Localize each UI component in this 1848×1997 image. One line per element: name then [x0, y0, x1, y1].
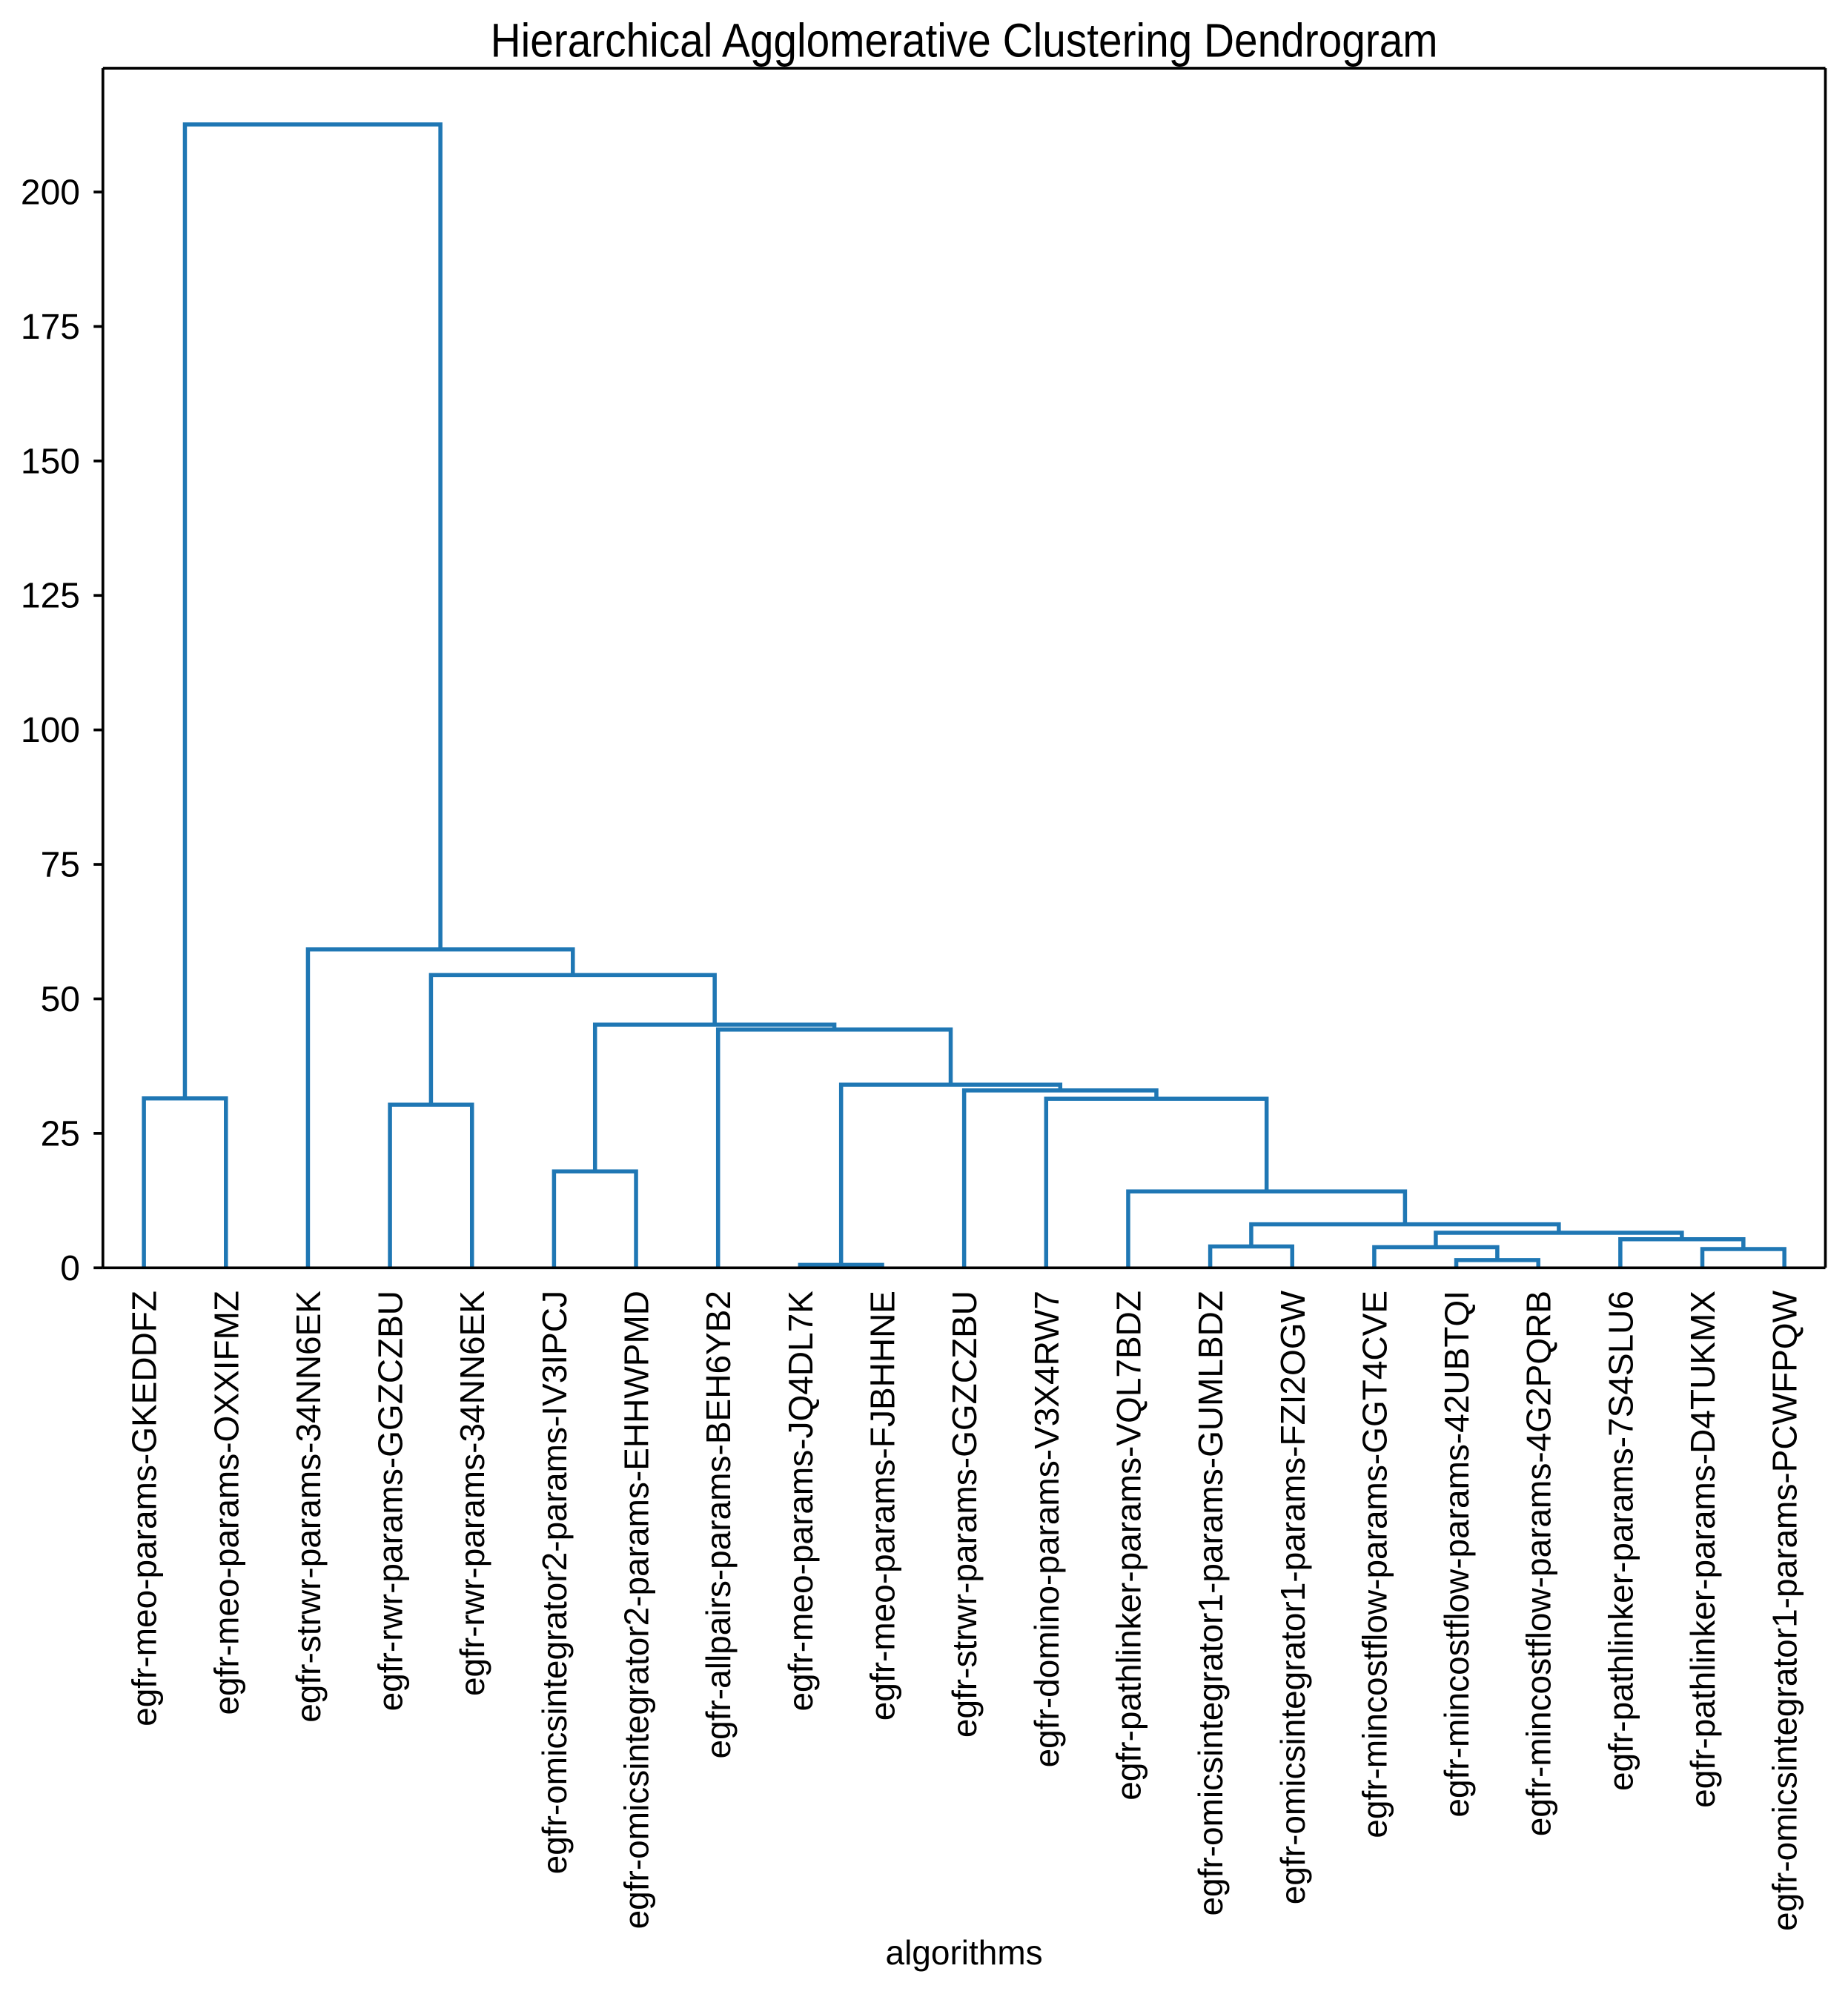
svg-text:egfr-omicsintegrator2-params-E: egfr-omicsintegrator2-params-EHHWPMD: [617, 1291, 656, 1929]
svg-text:200: 200: [21, 173, 80, 213]
svg-text:egfr-omicsintegrator1-params-F: egfr-omicsintegrator1-params-FZI2OGW: [1274, 1290, 1312, 1904]
svg-text:egfr-meo-params-OXXIFMZ: egfr-meo-params-OXXIFMZ: [207, 1291, 245, 1715]
svg-text:egfr-rwr-params-GGZCZBU: egfr-rwr-params-GGZCZBU: [371, 1291, 410, 1711]
svg-text:egfr-mincostflow-params-GGT4CV: egfr-mincostflow-params-GGT4CVE: [1355, 1291, 1394, 1838]
svg-text:25: 25: [41, 1114, 80, 1153]
svg-text:egfr-omicsintegrator2-params-I: egfr-omicsintegrator2-params-IV3IPCJ: [535, 1291, 574, 1874]
svg-text:50: 50: [41, 980, 80, 1019]
svg-text:egfr-pathlinker-params-VQL7BDZ: egfr-pathlinker-params-VQL7BDZ: [1109, 1291, 1147, 1801]
svg-text:125: 125: [21, 577, 80, 616]
svg-text:egfr-meo-params-FJBHHNE: egfr-meo-params-FJBHHNE: [864, 1291, 902, 1721]
svg-text:egfr-pathlinker-params-7S4SLU6: egfr-pathlinker-params-7S4SLU6: [1601, 1291, 1640, 1791]
svg-text:algorithms: algorithms: [885, 1933, 1042, 1972]
svg-text:egfr-strwr-params-34NN6EK: egfr-strwr-params-34NN6EK: [289, 1291, 328, 1723]
svg-text:egfr-mincostflow-params-4G2PQR: egfr-mincostflow-params-4G2PQRB: [1520, 1291, 1558, 1836]
svg-text:150: 150: [21, 442, 80, 481]
svg-text:egfr-allpairs-params-BEH6YB2: egfr-allpairs-params-BEH6YB2: [699, 1291, 738, 1758]
svg-text:egfr-omicsintegrator1-params-G: egfr-omicsintegrator1-params-GUMLBDZ: [1191, 1291, 1230, 1916]
svg-text:egfr-domino-params-V3X4RW7: egfr-domino-params-V3X4RW7: [1027, 1291, 1066, 1767]
svg-text:0: 0: [60, 1249, 80, 1288]
svg-text:egfr-meo-params-JQ4DL7K: egfr-meo-params-JQ4DL7K: [781, 1291, 820, 1712]
svg-text:egfr-mincostflow-params-42UBTQ: egfr-mincostflow-params-42UBTQI: [1437, 1291, 1476, 1818]
svg-text:egfr-rwr-params-34NN6EK: egfr-rwr-params-34NN6EK: [453, 1291, 491, 1696]
svg-text:100: 100: [21, 711, 80, 750]
svg-text:175: 175: [21, 308, 80, 347]
svg-text:egfr-pathlinker-params-D4TUKMX: egfr-pathlinker-params-D4TUKMX: [1683, 1291, 1722, 1808]
svg-text:egfr-meo-params-GKEDDFZ: egfr-meo-params-GKEDDFZ: [125, 1291, 164, 1726]
svg-text:75: 75: [41, 846, 80, 885]
svg-text:egfr-omicsintegrator1-params-P: egfr-omicsintegrator1-params-PCWFPQW: [1766, 1290, 1804, 1931]
svg-text:egfr-strwr-params-GGZCZBU: egfr-strwr-params-GGZCZBU: [945, 1291, 984, 1738]
svg-text:Hierarchical Agglomerative Clu: Hierarchical Agglomerative Clustering De…: [491, 14, 1438, 67]
